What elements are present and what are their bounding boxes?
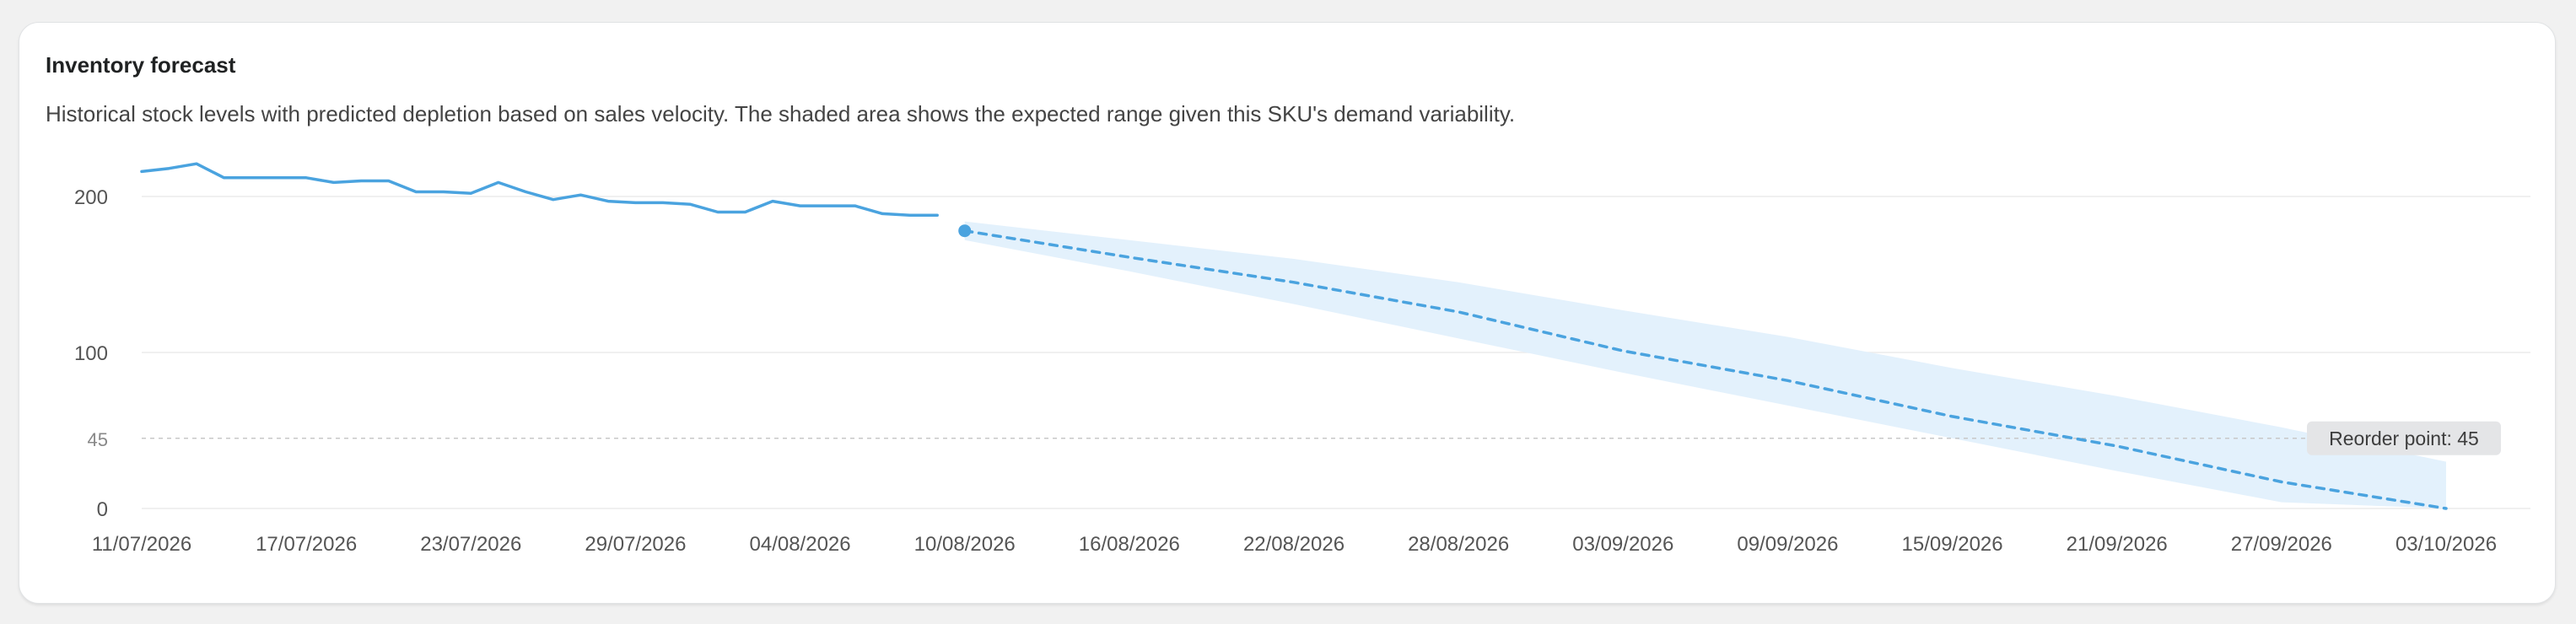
history-line xyxy=(140,162,939,217)
y-tick-label: 45 xyxy=(88,429,108,450)
y-axis-ticks: 200 100 45 0 xyxy=(74,186,108,521)
reorder-label: Reorder point: 45 xyxy=(2329,428,2479,449)
forecast-line xyxy=(962,229,2448,510)
card-title: Inventory forecast xyxy=(46,52,236,78)
x-tick-label: 03/10/2026 xyxy=(2395,533,2497,556)
x-axis-ticks: 11/07/2026 17/07/2026 23/07/2026 29/07/2026… xyxy=(92,533,2497,556)
x-tick-label: 28/08/2026 xyxy=(1408,533,1509,556)
x-tick-label: 16/08/2026 xyxy=(1079,533,1180,556)
x-tick-label: 21/09/2026 xyxy=(2067,533,2168,556)
x-tick-label: 17/07/2026 xyxy=(256,533,357,556)
x-tick-label: 23/07/2026 xyxy=(420,533,521,556)
x-tick-label: 15/09/2026 xyxy=(1902,533,2003,556)
reorder-label-bg xyxy=(2307,421,2501,455)
x-tick-label: 22/08/2026 xyxy=(1243,533,1345,556)
current-stock-point xyxy=(958,224,972,238)
reorder-point: Reorder point: 45 xyxy=(142,421,2501,455)
y-tick-label: 0 xyxy=(97,498,108,521)
inventory-forecast-card xyxy=(19,22,2556,604)
x-tick-label: 04/08/2026 xyxy=(750,533,851,556)
x-tick-label: 29/07/2026 xyxy=(585,533,686,556)
card-subtitle: Historical stock levels with predicted d… xyxy=(46,101,1516,126)
y-tick-label: 100 xyxy=(74,342,108,365)
y-tick-label: 200 xyxy=(74,186,108,209)
x-tick-label: 11/07/2026 xyxy=(92,533,191,556)
x-tick-label: 10/08/2026 xyxy=(914,533,1016,556)
series-lines xyxy=(140,162,2448,510)
x-tick-label: 09/09/2026 xyxy=(1737,533,1838,556)
x-tick-label: 03/09/2026 xyxy=(1572,533,1673,556)
x-tick-label: 27/09/2026 xyxy=(2231,533,2332,556)
